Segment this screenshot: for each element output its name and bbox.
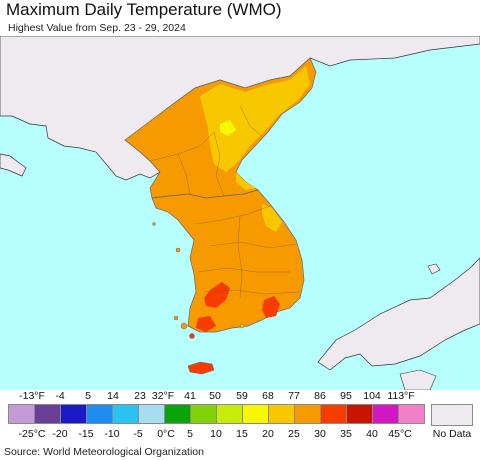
map-title: Maximum Daily Temperature (WMO) [6,0,282,19]
f-tick: 32°F [151,390,175,402]
f-tick: 86 [314,390,326,402]
c-tick: 35 [340,428,352,440]
f-tick: 5 [85,390,91,402]
province-boundaries [149,105,301,299]
map-subtitle: Highest Value from Sep. 23 - 29, 2024 [8,22,186,34]
north-korea-peak [220,120,236,136]
no-data-label: No Data [432,428,472,440]
c-tick: -15 [78,428,94,440]
f-tick: -4 [55,390,65,402]
jeju-island [187,361,215,375]
south-korea-highland [262,204,282,232]
hot-spot-southwest [204,282,230,308]
c-tick: -25°C [18,428,46,440]
c-tick: -10 [104,428,120,440]
f-tick: 68 [262,390,274,402]
legend-swatch [60,404,87,424]
f-tick: 95 [340,390,352,402]
japan-island-south [399,369,437,390]
island [189,333,195,339]
f-tick: 77 [288,390,300,402]
f-tick: 113°F [387,390,415,402]
f-tick: -13°F [19,390,45,402]
c-tick: 45°C [388,428,412,440]
legend-swatch [112,404,139,424]
f-tick: 104 [363,390,381,402]
legend-swatch [86,404,113,424]
no-data-swatch [431,404,473,426]
fahrenheit-scale: -13°F -4 5 14 23 32°F 41 50 59 68 77 86 … [0,390,480,404]
legend-swatch [216,404,243,424]
f-tick: 50 [209,390,221,402]
c-tick: 5 [187,428,193,440]
legend-swatch [190,404,217,424]
legend-swatch [138,404,165,424]
c-tick: -5 [133,428,143,440]
island [180,322,188,330]
f-tick: 41 [184,390,196,402]
legend-swatch [398,404,425,424]
hot-spot-south-coast [262,296,280,318]
legend-swatch [320,404,347,424]
f-tick: 59 [236,390,248,402]
legend-swatch [164,404,191,424]
island [152,222,156,226]
legend-swatch [34,404,61,424]
island [239,323,245,329]
f-tick: 23 [134,390,146,402]
map-svg [0,36,480,390]
legend-swatch [346,404,373,424]
north-korea-highlands [200,66,310,172]
c-tick: 0°C [157,428,175,440]
c-tick: 25 [288,428,300,440]
island [173,315,179,321]
legend-swatch [8,404,35,424]
celsius-scale: -25°C -20 -15 -10 -5 0°C 5 10 15 20 25 3… [0,428,480,442]
c-tick: -20 [52,428,68,440]
east-coast-yellow [236,172,256,190]
japan-landmass [317,257,480,371]
japan-island-small [427,263,441,275]
legend-swatch [268,404,295,424]
c-tick: 30 [314,428,326,440]
c-tick: 20 [262,428,274,440]
temperature-map [0,36,480,390]
legend-swatch [294,404,321,424]
source-credit: Source: World Meteorological Organizatio… [4,446,204,458]
c-tick: 15 [236,428,248,440]
island [175,247,181,253]
c-tick: 10 [210,428,222,440]
legend-swatch [372,404,399,424]
legend-color-bar [0,404,480,426]
legend-swatch [242,404,269,424]
c-tick: 40 [366,428,378,440]
hot-spot-southern-tip [196,316,216,332]
f-tick: 14 [107,390,119,402]
liaodong-peninsula [0,153,27,177]
